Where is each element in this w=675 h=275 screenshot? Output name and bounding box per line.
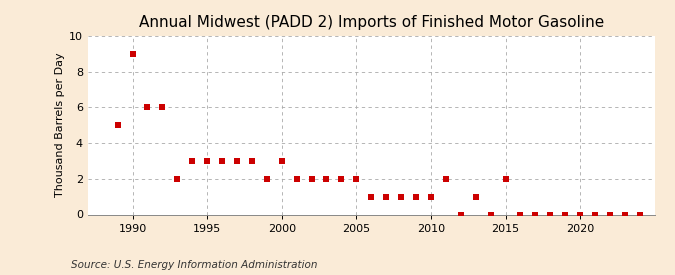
Point xyxy=(127,51,138,56)
Point xyxy=(470,194,481,199)
Point xyxy=(261,177,272,181)
Point xyxy=(321,177,332,181)
Title: Annual Midwest (PADD 2) Imports of Finished Motor Gasoline: Annual Midwest (PADD 2) Imports of Finis… xyxy=(138,15,604,31)
Point xyxy=(217,159,227,163)
Point xyxy=(634,212,645,217)
Point xyxy=(410,194,421,199)
Point xyxy=(441,177,452,181)
Point xyxy=(396,194,406,199)
Point xyxy=(291,177,302,181)
Point xyxy=(515,212,526,217)
Point xyxy=(276,159,287,163)
Point xyxy=(500,177,511,181)
Point xyxy=(112,123,123,127)
Point xyxy=(246,159,257,163)
Point xyxy=(560,212,570,217)
Point xyxy=(187,159,198,163)
Text: Source: U.S. Energy Information Administration: Source: U.S. Energy Information Administ… xyxy=(71,260,317,270)
Point xyxy=(306,177,317,181)
Point xyxy=(202,159,213,163)
Point xyxy=(351,177,362,181)
Point xyxy=(142,105,153,109)
Point xyxy=(381,194,392,199)
Point xyxy=(336,177,347,181)
Point xyxy=(456,212,466,217)
Point xyxy=(545,212,556,217)
Point xyxy=(590,212,601,217)
Point xyxy=(425,194,436,199)
Point xyxy=(620,212,630,217)
Y-axis label: Thousand Barrels per Day: Thousand Barrels per Day xyxy=(55,53,65,197)
Point xyxy=(157,105,168,109)
Point xyxy=(574,212,585,217)
Point xyxy=(485,212,496,217)
Point xyxy=(530,212,541,217)
Point xyxy=(605,212,616,217)
Point xyxy=(172,177,183,181)
Point xyxy=(366,194,377,199)
Point xyxy=(232,159,242,163)
